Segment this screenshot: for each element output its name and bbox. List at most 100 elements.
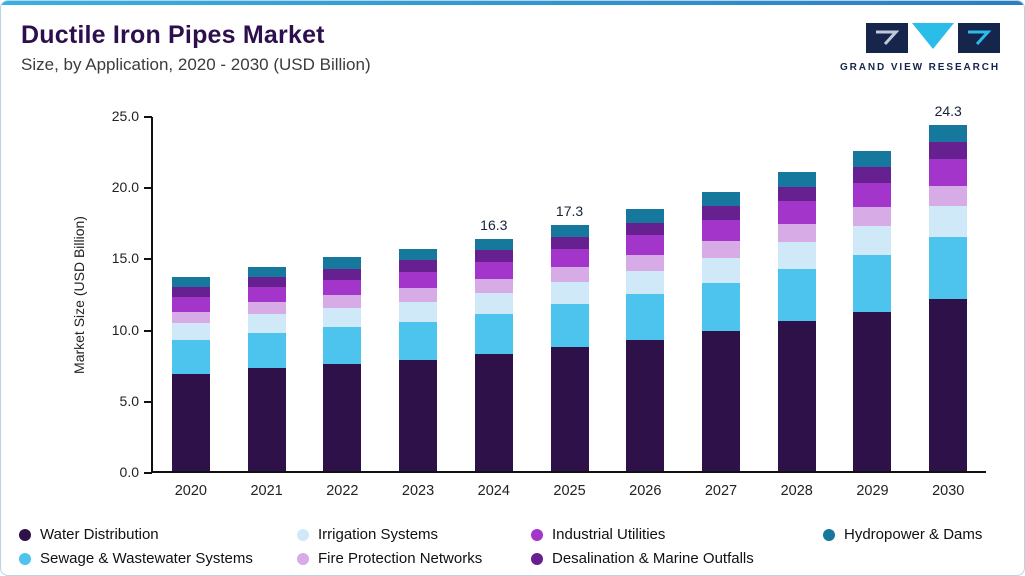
x-tick-label: 2029	[856, 483, 889, 499]
bar-segment	[702, 283, 740, 332]
brand-name: GRAND VIEW RESEARCH	[840, 62, 1000, 73]
bar-segment	[929, 237, 968, 299]
legend-dot-icon	[531, 552, 543, 565]
legend-item: Hydropower & Dams	[823, 526, 1014, 543]
bar-segment	[702, 241, 740, 259]
bar-stack	[777, 172, 816, 471]
bar-stack	[399, 248, 438, 471]
legend-item: Irrigation Systems	[297, 526, 531, 543]
bar-segment	[399, 359, 438, 471]
bar-segment	[702, 258, 740, 284]
bar-segment	[323, 257, 362, 269]
bar-segment	[474, 313, 513, 355]
legend-dot-icon	[823, 528, 835, 541]
bar-segment	[399, 288, 438, 302]
legend-label: Fire Protection Networks	[318, 550, 483, 567]
y-axis-title: Market Size (USD Billion)	[71, 216, 87, 374]
legend-item: Water Distribution	[19, 526, 297, 543]
bar-segment	[853, 226, 892, 255]
bar-segment	[626, 340, 665, 471]
y-tick-label: 20.0	[111, 179, 139, 196]
brand-logo: GRAND VIEW RESEARCH	[840, 21, 1000, 73]
legend-item: Industrial Utilities	[531, 526, 823, 543]
bar-segment	[626, 294, 665, 340]
bar-column-2024: 16.3 2024	[456, 117, 532, 499]
bar-column-2022: 2022	[304, 117, 380, 499]
bar-segment	[777, 321, 816, 471]
bar-segment	[626, 270, 665, 295]
bar-segment	[777, 186, 816, 202]
plot-area: 0.0 5.0 10.0 15.0 20.0 25.0 2020 2021 2022 2023 16…	[112, 103, 986, 499]
bar-segment	[171, 277, 210, 288]
bar-segment	[399, 248, 438, 261]
legend-label: Desalination & Marine Outfalls	[552, 550, 754, 567]
bar-column-2029: 2029	[835, 117, 911, 499]
bar-segment	[550, 304, 589, 348]
bar-segment	[247, 332, 286, 369]
stacked-bar-chart: Market Size (USD Billion) 0.0 5.0 10.0 15.0…	[1, 97, 1024, 509]
bar-segment	[626, 222, 665, 236]
x-tick-label: 2026	[629, 483, 662, 499]
bar-segment	[550, 236, 589, 249]
bar-segment	[929, 142, 968, 160]
bar-segment	[929, 206, 968, 238]
title-block: Ductile Iron Pipes Market Size, by Appli…	[21, 21, 371, 75]
bar-segment	[171, 322, 210, 340]
bar-stack	[702, 191, 740, 471]
bar-column-2023: 2023	[380, 117, 456, 499]
bar-segment	[474, 250, 513, 262]
legend-dot-icon	[297, 552, 309, 565]
bar-segment	[399, 321, 438, 360]
y-tick-mark	[144, 329, 152, 332]
bar-segment	[399, 260, 438, 272]
bar-segment	[247, 277, 286, 288]
x-tick-label: 2027	[704, 483, 738, 499]
x-tick-label: 2024	[477, 483, 510, 499]
bar-segment	[323, 307, 362, 328]
y-tick-label: 25.0	[111, 108, 139, 124]
x-tick-label: 2022	[326, 483, 359, 499]
bar-segment	[853, 311, 892, 471]
page-title: Ductile Iron Pipes Market	[21, 21, 325, 49]
bar-segment	[853, 167, 892, 183]
bar-column-2028: 2028	[759, 117, 835, 499]
bar-column-2030: 24.3 2030	[910, 103, 986, 499]
bar-segment	[323, 279, 362, 296]
bar-segment	[171, 374, 210, 471]
bar-stack	[626, 209, 665, 471]
bar-segment	[929, 159, 968, 186]
bar-segment	[323, 295, 362, 308]
bar-segment	[626, 235, 665, 256]
bar-segment	[929, 185, 968, 207]
x-tick-label: 2030	[932, 483, 965, 499]
bar-total-label: 24.3	[934, 103, 962, 120]
bar-segment	[929, 298, 968, 471]
x-tick-label: 2025	[553, 483, 586, 499]
legend-dot-icon	[19, 552, 31, 565]
bar-segment	[474, 354, 513, 471]
bar-stack	[550, 224, 589, 471]
x-tick-label: 2021	[250, 483, 283, 499]
bar-segment	[777, 268, 816, 322]
bar-total-label: 17.3	[555, 202, 584, 219]
legend-label: Industrial Utilities	[552, 526, 666, 543]
y-tick-mark	[144, 472, 152, 474]
bar-segment	[247, 302, 286, 315]
x-tick-label: 2028	[780, 483, 813, 499]
y-tick-mark	[144, 187, 152, 190]
legend-label: Sewage & Wastewater Systems	[40, 550, 253, 567]
bar-segment	[702, 206, 740, 220]
bar-segment	[171, 297, 210, 312]
bar-segment	[626, 209, 665, 223]
legend-label: Irrigation Systems	[318, 526, 439, 543]
bar-segment	[171, 287, 210, 298]
bar-stack	[929, 125, 968, 471]
bar-segment	[777, 201, 816, 224]
top-accent-bar	[1, 1, 1024, 5]
bar-segment	[702, 191, 740, 207]
bar-stack	[323, 257, 362, 471]
legend-label: Hydropower & Dams	[844, 526, 983, 543]
legend-item: Sewage & Wastewater Systems	[19, 550, 297, 567]
bar-segment	[247, 267, 286, 278]
